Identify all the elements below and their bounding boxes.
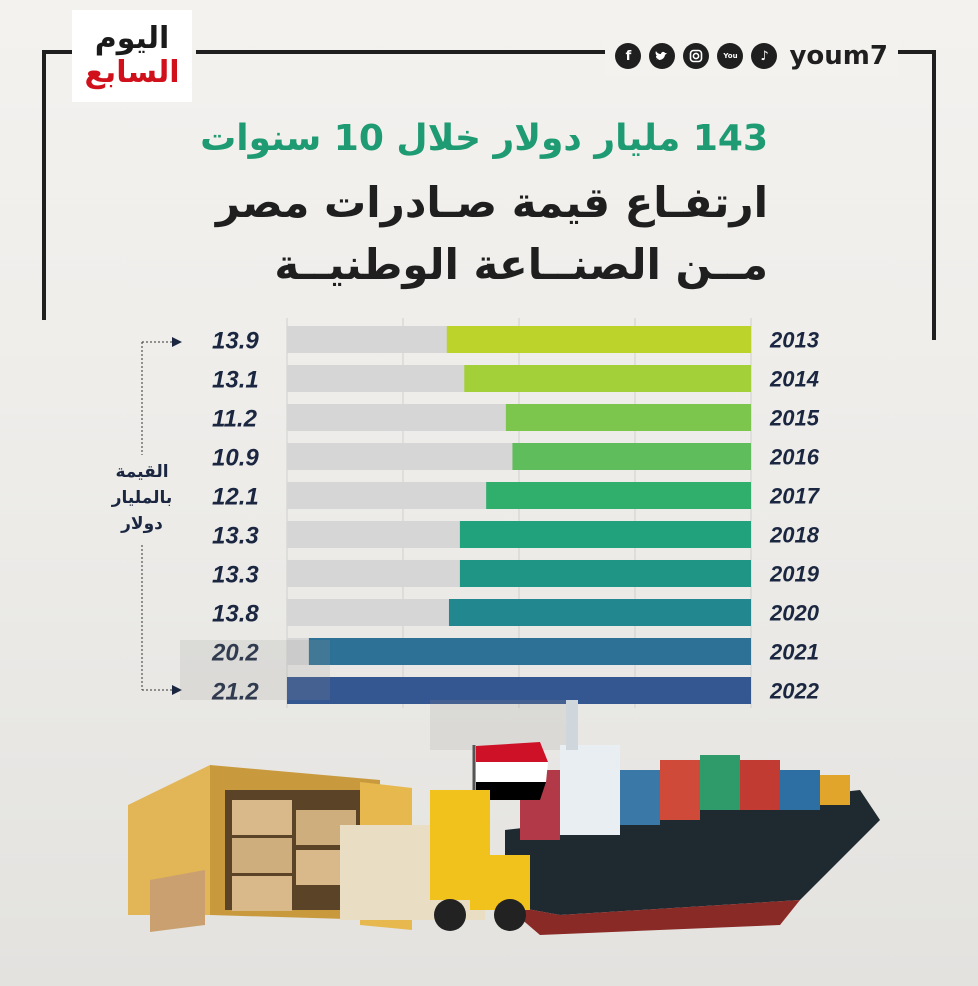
bar-2014 [464, 365, 751, 392]
bar-2021 [308, 638, 751, 665]
axis-arrow-top-head [172, 337, 182, 347]
value-label-2019: 13.3 [212, 562, 259, 589]
chart-axis-label-group: القيمة بالمليار دولار [111, 337, 182, 695]
category-label-2017: 2017 [769, 484, 821, 509]
wooden-pallet [150, 870, 205, 932]
title-line3: مــن الصنــاعة الوطنيــة [274, 240, 768, 289]
value-label-2016: 10.9 [212, 445, 259, 472]
bar-2018 [459, 521, 751, 548]
category-label-2021: 2021 [769, 640, 819, 665]
chart-bars [287, 326, 751, 704]
twitter-icon[interactable] [649, 43, 676, 69]
logo-text-bottom: السابع [84, 55, 180, 90]
instagram-icon[interactable] [683, 43, 710, 69]
category-label-2018: 2018 [769, 523, 820, 548]
value-label-2021: 20.2 [211, 640, 259, 667]
egypt-flag-icon [472, 742, 548, 805]
category-label-2019: 2019 [769, 562, 820, 587]
y-axis-label-line: دولار [120, 514, 163, 534]
bar-2019 [459, 560, 751, 587]
bar-2015 [505, 404, 751, 431]
value-label-2022: 21.2 [211, 679, 259, 706]
category-label-2015: 2015 [769, 406, 820, 431]
value-label-2017: 12.1 [212, 484, 259, 511]
frame-top-left [42, 50, 72, 54]
value-label-2015: 11.2 [212, 406, 258, 433]
category-label-2016: 2016 [769, 445, 820, 470]
title-line2: ارتفـاع قيمة صـادرات مصر [215, 178, 768, 227]
frame-left [42, 50, 46, 320]
facebook-icon[interactable]: f [615, 43, 642, 69]
chart-labels: 2013 13.9 2014 13.1 2015 11.2 2016 10.9 2017 12.1… [211, 328, 821, 706]
brand-name: youm7 [789, 41, 888, 71]
y-axis-label-line: بالمليار [111, 488, 173, 508]
category-label-2014: 2014 [769, 367, 819, 392]
tiktok-icon[interactable]: ♪ [751, 43, 778, 69]
category-label-2020: 2020 [769, 601, 820, 626]
logo: اليوم السابع [72, 10, 192, 102]
youtube-icon[interactable]: You [717, 43, 744, 69]
category-label-2013: 2013 [769, 328, 819, 353]
forklift [340, 790, 530, 931]
bar-2022 [287, 677, 751, 704]
value-label-2014: 13.1 [212, 367, 259, 394]
frame-right [932, 50, 936, 340]
bar-2020 [448, 599, 751, 626]
bar-2016 [512, 443, 751, 470]
social-bar: f You ♪ youm7 [605, 36, 898, 76]
bar-2017 [486, 482, 751, 509]
y-axis-label-line: القيمة [115, 462, 168, 482]
world-map-dots [180, 640, 570, 750]
logo-text-top: اليوم [94, 21, 170, 56]
axis-arrow-bottom-head [172, 685, 182, 695]
bar-2013 [446, 326, 751, 353]
category-label-2022: 2022 [769, 679, 820, 704]
value-label-2018: 13.3 [212, 523, 259, 550]
value-label-2020: 13.8 [212, 601, 259, 628]
title-line1: 143 مليار دولار خلال 10 سنوات [200, 118, 768, 159]
frame-top-right [196, 50, 936, 54]
value-label-2013: 13.9 [212, 328, 259, 355]
